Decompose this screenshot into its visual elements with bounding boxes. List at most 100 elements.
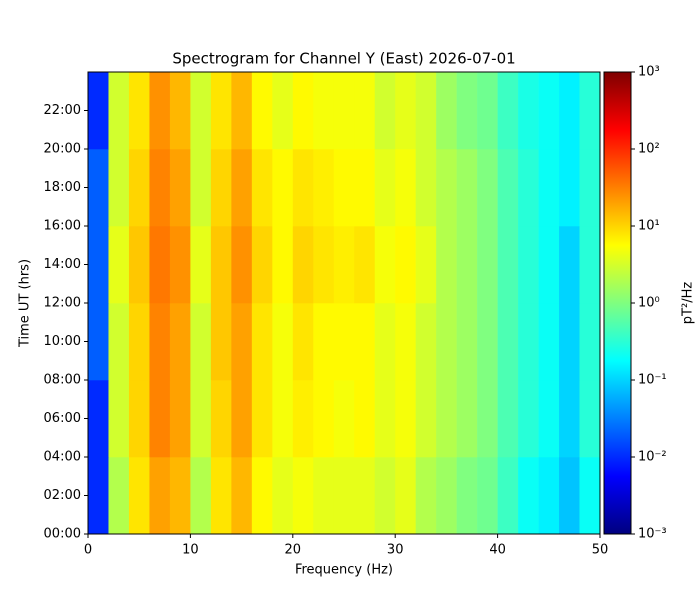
- heatmap-cell: [231, 380, 253, 458]
- x-tick-label: 50: [592, 543, 609, 558]
- heatmap-cell: [477, 72, 498, 150]
- heatmap-cell: [169, 226, 191, 304]
- heatmap-cell: [333, 149, 355, 227]
- heatmap-cell: [190, 380, 212, 458]
- y-tick-label: 12:00: [44, 296, 81, 311]
- heatmap-cell: [538, 149, 560, 227]
- heatmap-cell: [88, 149, 109, 227]
- heatmap-cell: [108, 149, 130, 227]
- heatmap-cell: [313, 72, 335, 150]
- heatmap-cell: [415, 380, 437, 458]
- heatmap-cell: [313, 226, 335, 304]
- heatmap-cell: [559, 72, 580, 150]
- heatmap-cell: [395, 380, 416, 458]
- heatmap-cell: [210, 380, 232, 458]
- heatmap-cell: [169, 72, 191, 150]
- heatmap-cell: [456, 303, 478, 381]
- heatmap-cell: [436, 149, 457, 227]
- heatmap-cell: [88, 72, 109, 150]
- heatmap-cell: [88, 380, 109, 458]
- heatmap-cell: [395, 226, 416, 304]
- y-tick-label: 04:00: [44, 450, 81, 465]
- heatmap-cell: [415, 457, 437, 535]
- heatmap-cell: [579, 380, 601, 458]
- y-tick-label: 00:00: [44, 527, 81, 542]
- heatmap-cell: [354, 380, 376, 458]
- heatmap-cell: [190, 149, 212, 227]
- chart-title: Spectrogram for Channel Y (East) 2026-07…: [172, 50, 515, 68]
- y-tick-label: 10:00: [44, 334, 81, 349]
- heatmap-cell: [169, 457, 191, 535]
- y-tick-label: 02:00: [44, 488, 81, 503]
- heatmap-cell: [333, 457, 355, 535]
- heatmap-cell: [251, 380, 273, 458]
- heatmap-cell: [333, 72, 355, 150]
- heatmap-cell: [272, 303, 294, 381]
- colorbar-label: pT²/Hz: [681, 282, 696, 325]
- colorbar-tick-label: 10⁻¹: [638, 373, 667, 388]
- heatmap-cell: [313, 303, 335, 381]
- heatmap-cell: [88, 457, 109, 535]
- colorbar-tick-label: 10²: [638, 142, 660, 157]
- heatmap-cell: [272, 380, 294, 458]
- heatmap-cell: [251, 303, 273, 381]
- heatmap-cell: [395, 149, 416, 227]
- heatmap-cell: [108, 457, 130, 535]
- heatmap-cell: [415, 303, 437, 381]
- heatmap-cell: [395, 72, 416, 150]
- heatmap-cell: [292, 149, 314, 227]
- heatmap-cell: [108, 72, 130, 150]
- heatmap-cell: [169, 149, 191, 227]
- heatmap-cell: [415, 149, 437, 227]
- heatmap-cell: [559, 303, 580, 381]
- heatmap-cell: [231, 226, 253, 304]
- heatmap-cell: [436, 303, 457, 381]
- heatmap-cell: [128, 149, 150, 227]
- x-tick-label: 10: [182, 543, 199, 558]
- heatmap-cell: [333, 303, 355, 381]
- heatmap-cell: [190, 457, 212, 535]
- heatmap-cell: [538, 303, 560, 381]
- heatmap-cell: [128, 303, 150, 381]
- heatmap-cell: [477, 380, 498, 458]
- heatmap-cell: [477, 457, 498, 535]
- x-tick-label: 30: [387, 543, 404, 558]
- heatmap-cell: [456, 226, 478, 304]
- heatmap-cell: [292, 226, 314, 304]
- heatmap-cell: [538, 457, 560, 535]
- heatmap-cell: [538, 380, 560, 458]
- heatmap-cell: [231, 457, 253, 535]
- heatmap-cell: [497, 226, 519, 304]
- heatmap-cell: [415, 72, 437, 150]
- heatmap-cell: [436, 457, 457, 535]
- heatmap-cell: [108, 226, 130, 304]
- heatmap-cell: [456, 380, 478, 458]
- heatmap-cell: [272, 457, 294, 535]
- colorbar-tick-label: 10⁰: [638, 296, 660, 311]
- x-tick-label: 20: [285, 543, 302, 558]
- heatmap-cell: [251, 457, 273, 535]
- heatmap-cell: [128, 226, 150, 304]
- heatmap-cell: [477, 149, 498, 227]
- y-tick-label: 22:00: [44, 103, 81, 118]
- heatmap-cell: [149, 303, 171, 381]
- y-tick-label: 06:00: [44, 411, 81, 426]
- heatmap-cell: [497, 72, 519, 150]
- heatmap-cell: [354, 303, 376, 381]
- y-tick-label: 20:00: [44, 142, 81, 157]
- heatmap-cell: [436, 380, 457, 458]
- y-tick-label: 08:00: [44, 373, 81, 388]
- heatmap-cell: [518, 303, 539, 381]
- heatmap-cell: [231, 149, 253, 227]
- heatmap-cell: [354, 457, 376, 535]
- heatmap-cell: [272, 226, 294, 304]
- heatmap-cell: [497, 149, 519, 227]
- heatmap-cell: [538, 72, 560, 150]
- heatmap-cell: [518, 457, 539, 535]
- heatmap-cell: [579, 457, 601, 535]
- heatmap-cell: [128, 380, 150, 458]
- heatmap-cell: [313, 457, 335, 535]
- heatmap-cell: [395, 457, 416, 535]
- heatmap-cell: [559, 457, 580, 535]
- heatmap-cell: [149, 149, 171, 227]
